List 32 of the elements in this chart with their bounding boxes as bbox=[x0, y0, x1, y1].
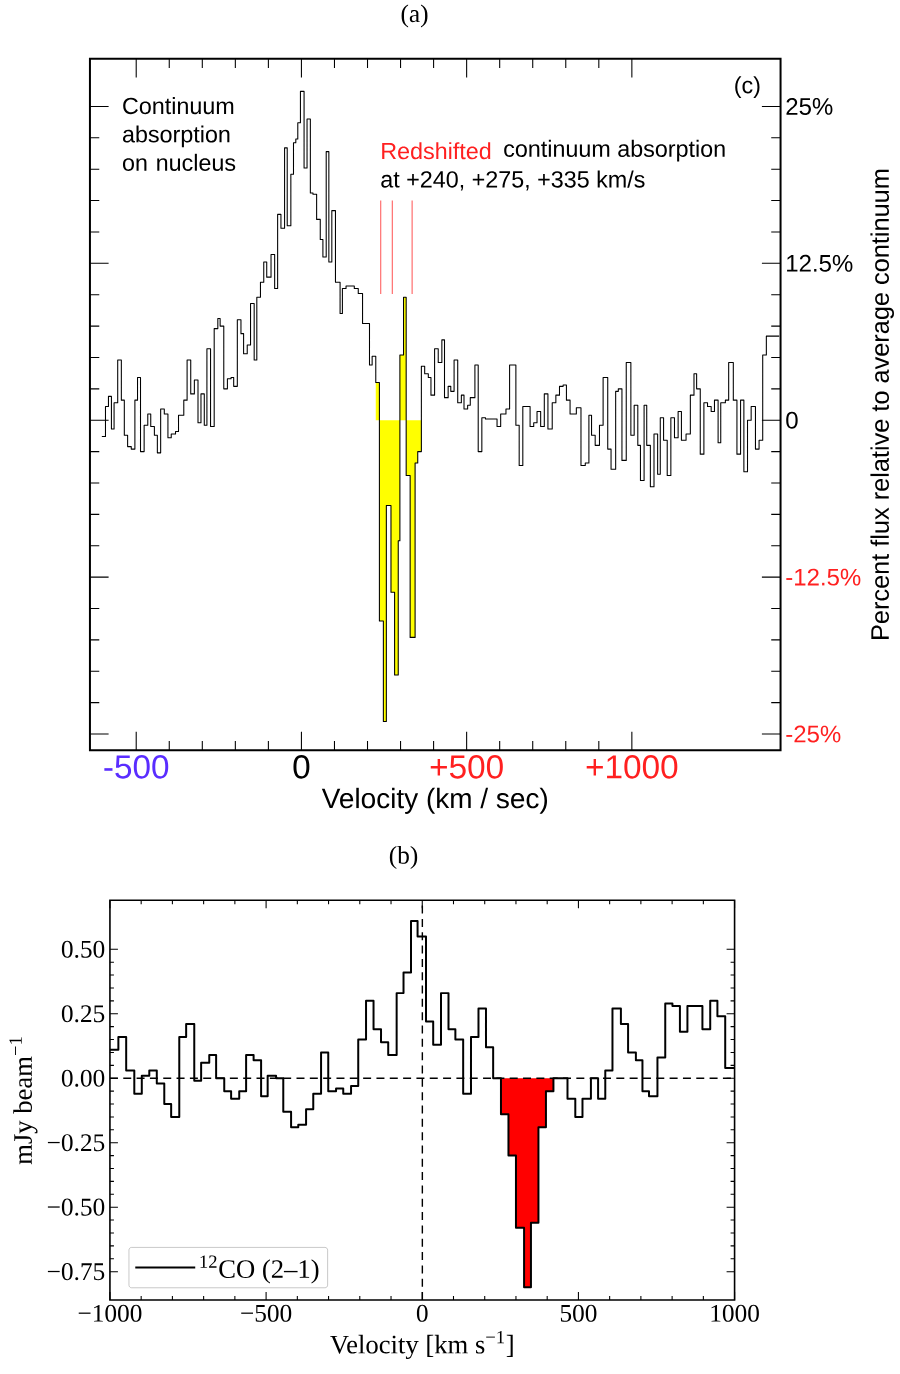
x-tick-label: 0 bbox=[416, 1304, 428, 1322]
y-tick-label: −0.25 bbox=[47, 1134, 104, 1152]
x-axis-title: Velocity (km / sec) bbox=[321, 787, 547, 814]
annotation: Redshifted bbox=[381, 142, 491, 160]
x-tick-label: 1000 bbox=[711, 1304, 759, 1322]
x-tick-label: −500 bbox=[240, 1304, 292, 1322]
x-tick-label: +500 bbox=[430, 755, 503, 779]
x-tick-label: −1000 bbox=[78, 1304, 142, 1322]
x-tick-label: -500 bbox=[104, 755, 168, 779]
y-tick-label: 0.00 bbox=[61, 1069, 105, 1087]
x-tick-label: 500 bbox=[560, 1304, 597, 1322]
annotation: continuum absorption bbox=[503, 139, 725, 162]
chart-title: (b) bbox=[389, 845, 417, 869]
y-axis-title: mJy beam$^{−1}$ bbox=[9, 1037, 38, 1165]
y-tick-label: -12.5% bbox=[786, 568, 861, 586]
y-tick-label: 0.50 bbox=[61, 940, 105, 958]
x-tick-label: +1000 bbox=[586, 755, 678, 779]
y-tick-label: -25% bbox=[786, 725, 841, 743]
x-axis-title: Velocity [km s$^{−1}$] bbox=[329, 1330, 513, 1360]
y-tick-label: 12.5% bbox=[786, 254, 853, 272]
chart-title: (a) bbox=[401, 4, 428, 28]
y-tick-label: 0 bbox=[785, 411, 798, 429]
legend-label: $^{12}$CO (2–1) bbox=[200, 1255, 319, 1284]
x-tick-label: 0 bbox=[293, 755, 310, 779]
annotation: (c) bbox=[734, 76, 760, 99]
y-tick-label: 0.25 bbox=[61, 1005, 104, 1023]
annotation: Continuum absorption on nucleus bbox=[122, 97, 235, 171]
y-tick-label: −0.75 bbox=[47, 1263, 104, 1281]
y-tick-label: 25% bbox=[786, 97, 833, 115]
annotation: at +240, +275, +335 km/s bbox=[381, 170, 645, 191]
y-tick-label: −0.50 bbox=[47, 1198, 105, 1216]
y-axis-title: Percent flux relative to average continuum bbox=[870, 169, 894, 639]
